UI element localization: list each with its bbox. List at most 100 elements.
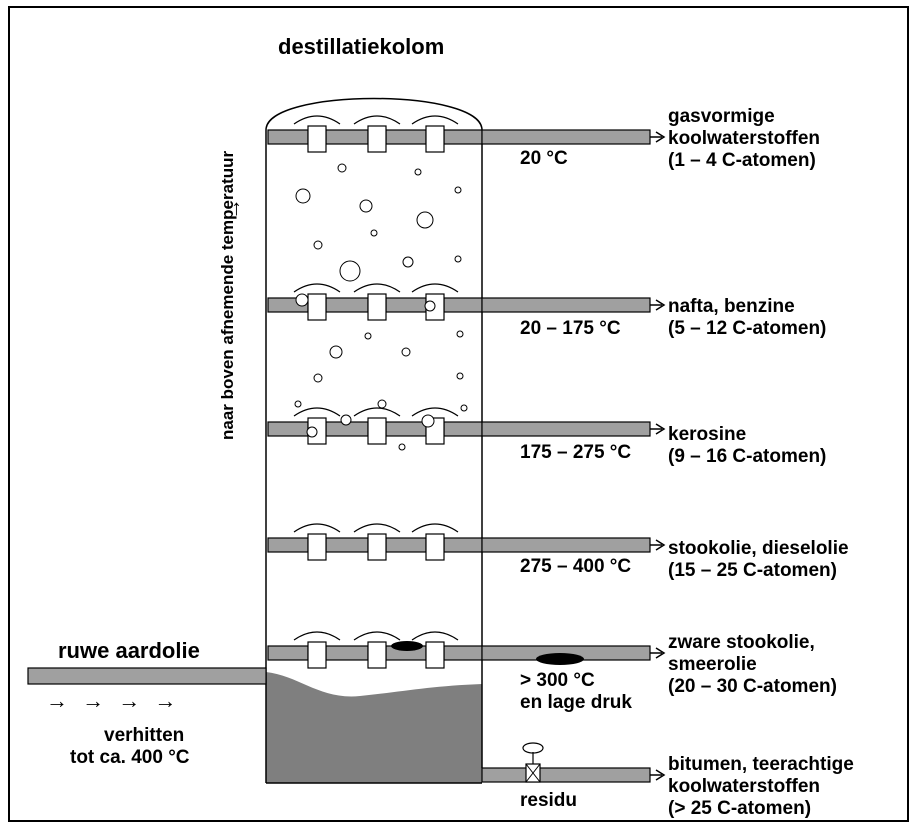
tray-3-riser-2 [367, 417, 387, 445]
vapour-bubble-17 [401, 347, 411, 357]
vapour-bubble-8 [313, 240, 323, 250]
valve-cross-2 [525, 763, 541, 783]
product-5: zware stookolie, smeerolie (20 – 30 C-at… [668, 632, 837, 698]
vapour-bubble-26 [398, 443, 406, 451]
tray-2-segment-3 [385, 297, 427, 313]
outlet-pipe-4 [481, 537, 651, 553]
temp-fraction-5-line1: > 300 °C [520, 670, 595, 691]
tray-2-cap-2 [353, 283, 401, 293]
feed-label: ruwe aardolie [58, 638, 200, 663]
tray-4-riser-2 [367, 533, 387, 561]
outlet-pipe-1 [481, 129, 651, 145]
column-dome [265, 97, 483, 131]
product-2-line-2: (5 – 12 C-atomen) [668, 318, 827, 339]
tray-1-segment-1 [267, 129, 309, 145]
vapour-bubble-19 [456, 372, 464, 380]
tray-3-segment-1 [267, 421, 309, 437]
vapour-bubble-14 [364, 332, 372, 340]
tray-5-riser-2 [367, 641, 387, 669]
valve-wheel [522, 742, 544, 754]
vapour-bubble-3 [295, 188, 311, 204]
tray-5-segment-4 [443, 645, 483, 661]
tray-5-cap-2 [353, 631, 401, 641]
vapour-bubble-16 [456, 330, 464, 338]
vapour-bubble-21 [377, 399, 387, 409]
tray-1-riser-1 [307, 125, 327, 153]
product-6-line-1: bitumen, teerachtige [668, 754, 854, 775]
product-3: kerosine (9 – 16 C-atomen) [668, 424, 826, 468]
tray-3-segment-4 [443, 421, 483, 437]
outlet-arrowhead-2 [655, 299, 666, 311]
product-1-line-1: gasvormige [668, 106, 775, 127]
vapour-bubble-7 [370, 229, 378, 237]
tray-2-segment-4 [443, 297, 483, 313]
product-2: nafta, benzine (5 – 12 C-atomen) [668, 296, 826, 340]
vapour-bubble-22 [460, 404, 468, 412]
temperature-axis-text: naar boven afnemende temperatuur [218, 150, 237, 440]
tray-4-segment-3 [385, 537, 427, 553]
tray-4-cap-3 [411, 523, 459, 533]
product-6-line-2: koolwaterstoffen [668, 776, 821, 797]
tray-4-segment-4 [443, 537, 483, 553]
product-1-line-2: koolwaterstoffen [668, 128, 821, 149]
tar-blob-tray [391, 641, 423, 651]
vapour-bubble-1 [337, 163, 347, 173]
outlet-arrowhead-3 [655, 423, 666, 435]
vapour-bubble-12 [295, 293, 309, 307]
temperature-axis-arrow: → [220, 198, 245, 220]
product-4-line-1: stookolie, dieselolie [668, 538, 849, 559]
outlet-arrowhead-5 [655, 647, 666, 659]
feed-pipe [27, 667, 267, 685]
tray-4-cap-1 [293, 523, 341, 533]
tray-1-cap-3 [411, 115, 459, 125]
vapour-bubble-23 [306, 426, 318, 438]
bottom-liquid [266, 672, 482, 783]
tray-3-cap-3 [411, 407, 459, 417]
vapour-bubble-10 [454, 255, 462, 263]
tray-4-segment-2 [325, 537, 369, 553]
temp-fraction-1: 20 °C [520, 148, 568, 169]
product-5-line-1: zware stookolie, [668, 632, 815, 653]
tray-1-cap-2 [353, 115, 401, 125]
tray-5-segment-1 [267, 645, 309, 661]
tray-5-cap-3 [411, 631, 459, 641]
temp-fraction-4: 275 – 400 °C [520, 556, 632, 577]
tray-2-riser-1 [307, 293, 327, 321]
temp-fraction-5-line2: en lage druk [520, 692, 632, 713]
vapour-bubble-9 [402, 256, 414, 268]
tray-1-riser-2 [367, 125, 387, 153]
heat-text-2: tot ca. 400 °C [70, 747, 190, 768]
residue-pipe [481, 767, 651, 783]
product-6-line-3: (> 25 C-atomen) [668, 798, 812, 819]
outlet-pipe-2 [481, 297, 651, 313]
vapour-bubble-6 [416, 211, 434, 229]
tray-4-segment-1 [267, 537, 309, 553]
vapour-bubble-25 [421, 414, 435, 428]
tray-1-segment-2 [325, 129, 369, 145]
temperature-axis-label: naar boven afnemende temperatuur [218, 151, 238, 440]
tray-3-segment-3 [385, 421, 427, 437]
product-2-line-1: nafta, benzine [668, 296, 795, 317]
outlet-arrowhead-4 [655, 539, 666, 551]
product-1-line-3: (1 – 4 C-atomen) [668, 150, 816, 171]
temp-fraction-3: 175 – 275 °C [520, 442, 632, 463]
vapour-bubble-4 [359, 199, 373, 213]
tray-4-riser-1 [307, 533, 327, 561]
tray-5-segment-2 [325, 645, 369, 661]
heat-text-1: verhitten [104, 725, 185, 746]
tray-1-segment-3 [385, 129, 427, 145]
vapour-bubble-20 [294, 400, 302, 408]
tray-5-cap-1 [293, 631, 341, 641]
vapour-bubble-13 [424, 300, 436, 312]
diagram-frame [8, 6, 909, 822]
feed-arrows: → → → → [46, 688, 181, 713]
vapour-bubble-11 [339, 260, 361, 282]
product-4-line-2: (15 – 25 C-atomen) [668, 560, 837, 581]
tray-4-cap-2 [353, 523, 401, 533]
tray-1-cap-1 [293, 115, 341, 125]
vapour-bubble-2 [414, 168, 422, 176]
tray-2-segment-2 [325, 297, 369, 313]
product-3-line-2: (9 – 16 C-atomen) [668, 446, 827, 467]
tar-blob-pipe [536, 653, 584, 665]
